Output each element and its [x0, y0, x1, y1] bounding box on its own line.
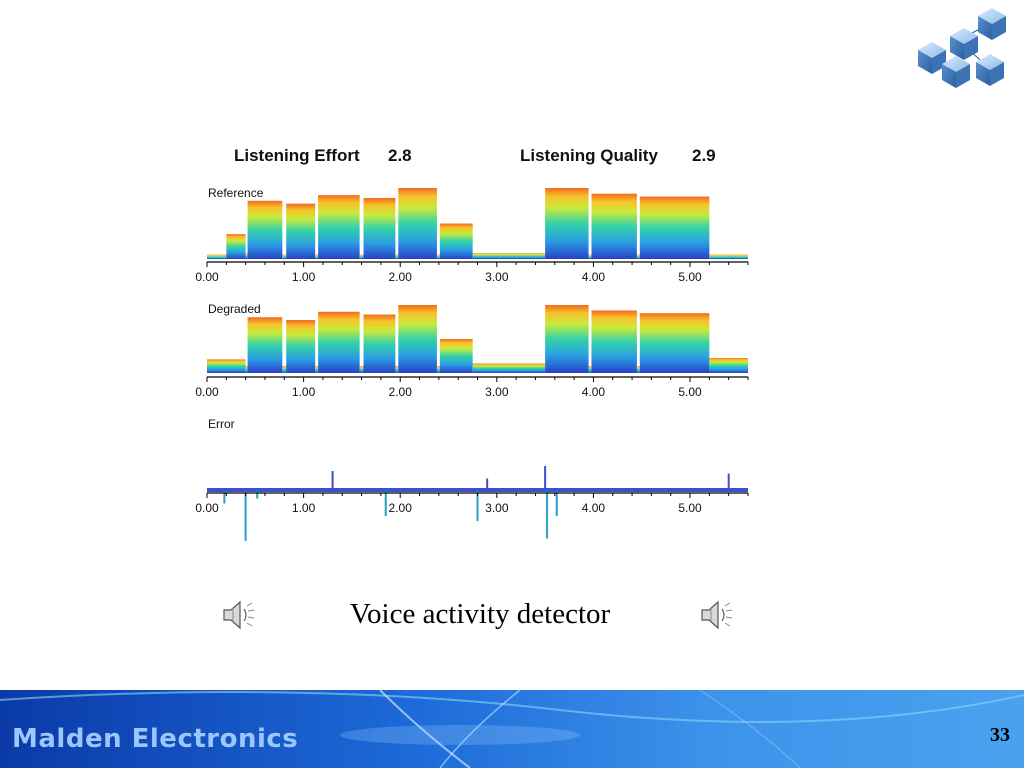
- level-bar-reference-10: [395, 254, 399, 259]
- level-bar-degraded-0: [207, 359, 246, 373]
- error-panel: Error 0.00 1.00 2.00 3.00 4.00 5.00: [195, 417, 749, 541]
- level-bar-reference-17: [591, 193, 637, 259]
- score-label-quality: Listening Quality: [520, 146, 658, 165]
- x-tick-label: 3.00: [485, 270, 509, 284]
- error-baseline-band: [207, 488, 748, 492]
- x-tick-label: 1.00: [292, 385, 316, 399]
- panel-label-degraded: Degraded: [208, 302, 261, 316]
- level-bar-degraded-1: [245, 366, 248, 373]
- x-tick-label: 0.00: [195, 501, 219, 515]
- footer-decoration: [0, 690, 1024, 768]
- speaker-icon[interactable]: [220, 598, 256, 632]
- x-tick-label: 1.00: [292, 501, 316, 515]
- level-bar-degraded-15: [588, 366, 592, 373]
- level-bar-reference-3: [247, 200, 283, 259]
- level-bar-degraded-18: [639, 313, 710, 373]
- x-tick-label: 0.00: [195, 270, 219, 284]
- error-spike-5: [476, 491, 479, 521]
- x-tick-label: 2.00: [389, 385, 413, 399]
- x-tick-label: 2.00: [389, 501, 413, 515]
- level-bar-degraded-12: [439, 339, 473, 373]
- slide-caption: Voice activity detector: [349, 598, 611, 630]
- level-bar-reference-4: [282, 254, 287, 259]
- level-bar-degraded-4: [286, 319, 316, 373]
- level-bar-degraded-8: [363, 314, 396, 373]
- x-tick-label: 0.00: [195, 385, 219, 399]
- degraded-panel: Degraded 0.00 1.00 2.00 3.00 4.00 5.00: [195, 302, 749, 399]
- level-bar-degraded-17: [636, 366, 640, 373]
- x-tick-label: 5.00: [678, 385, 702, 399]
- error-spike-0: [223, 491, 226, 504]
- x-tick-label: 5.00: [678, 270, 702, 284]
- level-bar-reference-15: [545, 188, 589, 259]
- level-bar-degraded-7: [359, 366, 364, 373]
- speech-analysis-chart: Listening Effort 2.8 Listening Quality 2…: [195, 146, 749, 541]
- level-bar-reference-19: [639, 196, 710, 259]
- error-spike-9: [555, 491, 558, 516]
- level-bar-reference-7: [318, 195, 360, 259]
- x-tick-label: 4.00: [582, 385, 606, 399]
- x-tick-label: 4.00: [582, 270, 606, 284]
- company-name: Malden Electronics: [12, 724, 299, 754]
- x-tick-label: 2.00: [389, 270, 413, 284]
- level-bar-reference-18: [636, 254, 640, 259]
- level-bar-degraded-14: [545, 305, 589, 373]
- level-bar-reference-20: [709, 254, 748, 259]
- x-tick-label: 3.00: [485, 385, 509, 399]
- level-bar-degraded-13: [472, 363, 546, 373]
- level-bar-reference-0: [207, 254, 227, 259]
- error-spike-2: [256, 491, 259, 499]
- speaker-icon[interactable]: [698, 598, 734, 632]
- level-bar-reference-1: [226, 234, 246, 259]
- error-spike-8: [546, 491, 549, 539]
- level-bar-degraded-2: [247, 317, 283, 373]
- level-bar-reference-6: [315, 254, 319, 259]
- page-number: 33: [990, 724, 1010, 746]
- score-value-effort: 2.8: [388, 146, 412, 165]
- level-bar-reference-2: [245, 253, 248, 259]
- level-bar-reference-16: [588, 254, 592, 259]
- footer-bar: Malden Electronics 33: [0, 690, 1024, 768]
- level-bar-degraded-6: [318, 311, 360, 373]
- level-bar-reference-11: [398, 188, 437, 259]
- level-bar-reference-12: [436, 254, 440, 259]
- level-bar-reference-9: [363, 197, 396, 259]
- network-cubes-icon: [918, 8, 1006, 88]
- level-bar-reference-5: [286, 203, 316, 259]
- error-spike-6: [486, 478, 489, 491]
- error-spike-4: [384, 491, 387, 516]
- panel-label-reference: Reference: [208, 186, 264, 200]
- error-spike-10: [727, 473, 730, 491]
- level-bar-reference-14: [472, 253, 546, 259]
- level-bar-degraded-10: [398, 305, 437, 373]
- level-bar-degraded-5: [315, 366, 319, 373]
- level-bar-reference-8: [359, 254, 364, 259]
- level-bar-degraded-16: [591, 310, 637, 373]
- panel-label-error: Error: [208, 417, 235, 431]
- error-spike-3: [331, 471, 334, 491]
- error-spike-1: [244, 491, 247, 541]
- score-label-effort: Listening Effort: [234, 146, 360, 165]
- level-bar-degraded-11: [436, 366, 440, 373]
- x-tick-label: 5.00: [678, 501, 702, 515]
- level-bar-degraded-19: [709, 358, 748, 373]
- cube-group: [918, 8, 1006, 88]
- level-bar-reference-13: [439, 223, 473, 259]
- score-value-quality: 2.9: [692, 146, 716, 165]
- reference-panel: Reference 0.00 1.00 2.00 3.00 4.00 5.00: [195, 186, 749, 284]
- x-tick-label: 4.00: [582, 501, 606, 515]
- x-tick-label: 3.00: [485, 501, 509, 515]
- level-bar-degraded-9: [395, 366, 399, 373]
- error-spike-7: [544, 466, 547, 491]
- x-tick-label: 1.00: [292, 270, 316, 284]
- level-bar-degraded-3: [282, 366, 287, 373]
